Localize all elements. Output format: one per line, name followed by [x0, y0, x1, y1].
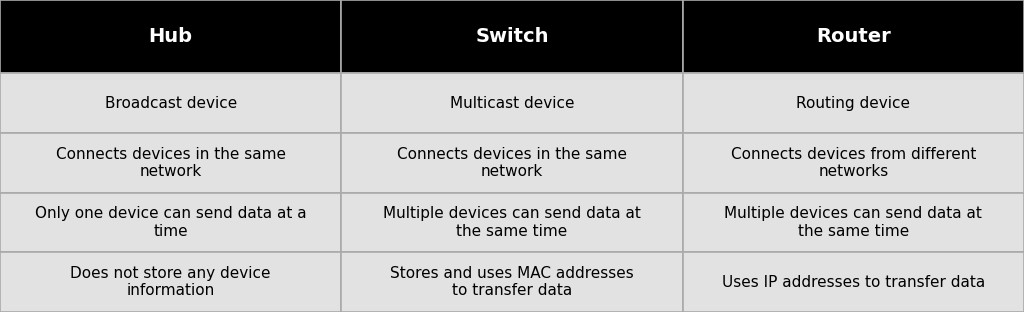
- Bar: [341, 133, 683, 193]
- Text: Only one device can send data at a
time: Only one device can send data at a time: [35, 206, 306, 239]
- Text: Broadcast device: Broadcast device: [104, 96, 237, 111]
- Bar: [683, 73, 1024, 133]
- Bar: [0, 252, 341, 312]
- Text: Connects devices in the same
network: Connects devices in the same network: [55, 147, 286, 179]
- Bar: [683, 0, 1024, 73]
- Text: Multiple devices can send data at
the same time: Multiple devices can send data at the sa…: [724, 206, 982, 239]
- Bar: [0, 0, 341, 73]
- Bar: [341, 193, 683, 252]
- Text: Uses IP addresses to transfer data: Uses IP addresses to transfer data: [722, 275, 985, 290]
- Bar: [341, 252, 683, 312]
- Text: Switch: Switch: [475, 27, 549, 46]
- Bar: [0, 73, 341, 133]
- Bar: [0, 193, 341, 252]
- Text: Multicast device: Multicast device: [450, 96, 574, 111]
- Bar: [683, 193, 1024, 252]
- Text: Routing device: Routing device: [797, 96, 910, 111]
- Bar: [0, 133, 341, 193]
- Text: Stores and uses MAC addresses
to transfer data: Stores and uses MAC addresses to transfe…: [390, 266, 634, 298]
- Text: Router: Router: [816, 27, 891, 46]
- Text: Connects devices from different
networks: Connects devices from different networks: [730, 147, 976, 179]
- Text: Multiple devices can send data at
the same time: Multiple devices can send data at the sa…: [383, 206, 641, 239]
- Bar: [683, 133, 1024, 193]
- Bar: [341, 73, 683, 133]
- Bar: [341, 0, 683, 73]
- Bar: [683, 252, 1024, 312]
- Text: Does not store any device
information: Does not store any device information: [71, 266, 271, 298]
- Text: Hub: Hub: [148, 27, 193, 46]
- Text: Connects devices in the same
network: Connects devices in the same network: [397, 147, 627, 179]
